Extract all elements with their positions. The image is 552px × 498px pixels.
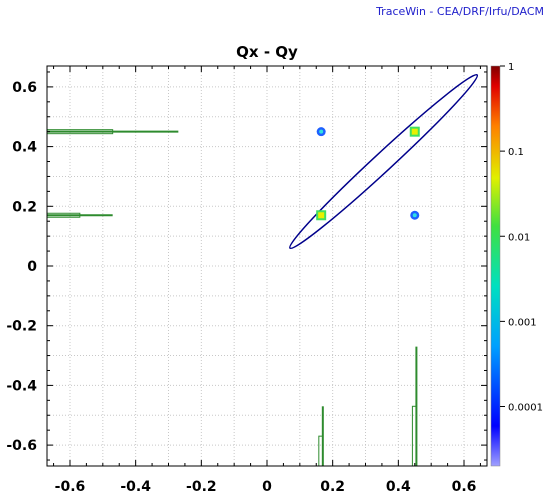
colorbar [490, 65, 501, 467]
colorbar-ticks: 1 0.1 0.01 0.001 0.0001 [500, 62, 543, 414]
data-point-cell-inner [411, 128, 418, 135]
y-tick-label: -0.2 [6, 319, 37, 335]
resonance-ellipse-group [289, 73, 479, 250]
data-points [316, 126, 420, 221]
chart-title: Qx - Qy [236, 43, 298, 61]
resonance-ellipse [289, 73, 479, 250]
y-tick-label: 0.6 [12, 80, 37, 96]
data-point-inner [412, 213, 417, 218]
x-tick-label: -0.4 [120, 479, 151, 495]
colorbar-tick-label: 0.1 [508, 147, 524, 158]
data-point-cell-inner [318, 212, 325, 219]
x-tick-label: 0 [262, 479, 272, 495]
data-point-inner [319, 129, 324, 134]
x-tick-label: -0.2 [186, 479, 217, 495]
y-tick-label: -0.4 [6, 378, 37, 394]
y-axis-ticks: -0.6 -0.4 -0.2 0 0.2 0.4 0.6 [6, 71, 487, 461]
y-tick-label: 0.4 [12, 140, 37, 156]
colorbar-tick-label: 0.001 [508, 317, 537, 328]
x-tick-label: 0.4 [386, 479, 411, 495]
histograms [46, 129, 418, 467]
y-tick-label: 0.2 [12, 199, 37, 215]
colorbar-tick-label: 0.01 [508, 232, 530, 243]
y-tick-label: -0.6 [6, 438, 37, 454]
grid-lines [47, 66, 487, 466]
x-axis-ticks: -0.6 -0.4 -0.2 0 0.2 0.4 0.6 [53, 66, 481, 495]
credit-text: TraceWin - CEA/DRF/Irfu/DACM [376, 5, 544, 18]
x-tick-label: -0.6 [55, 479, 86, 495]
x-tick-label: 0.2 [320, 479, 345, 495]
colorbar-tick-label: 0.0001 [508, 403, 543, 414]
x-tick-label: 0.6 [452, 479, 477, 495]
colorbar-tick-label: 1 [508, 62, 514, 73]
y-tick-label: 0 [27, 259, 37, 275]
